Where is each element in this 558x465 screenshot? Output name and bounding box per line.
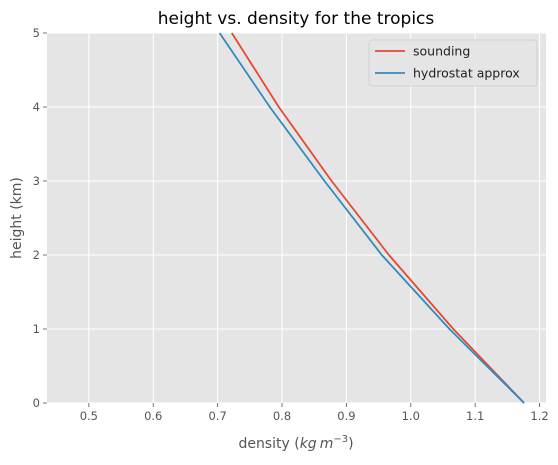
y-tick-label: 3 xyxy=(33,174,40,188)
y-tick-label: 0 xyxy=(33,396,40,410)
series-line-hydrostat-approx xyxy=(218,32,525,404)
y-tick-label: 4 xyxy=(33,100,40,114)
x-axis-label-pre: density ( xyxy=(238,436,299,452)
x-tick-label: 1.1 xyxy=(466,409,484,423)
y-axis-label: height (km) xyxy=(9,177,25,259)
series-layer xyxy=(218,32,525,404)
x-tick-label: 0.5 xyxy=(80,409,98,423)
x-tick-label: 1.2 xyxy=(530,409,548,423)
x-axis-label-m: m xyxy=(320,436,334,452)
legend-label-sounding: sounding xyxy=(413,44,470,59)
legend-box xyxy=(368,39,538,87)
ticks: 0.5 0.6 0.7 0.8 0.9 1.0 1.1 1.2 0 1 2 3 4 5 xyxy=(33,26,549,423)
y-tick-label: 5 xyxy=(33,26,40,40)
x-tick-label: 0.7 xyxy=(208,409,226,423)
y-tick-label: 1 xyxy=(33,322,40,336)
x-axis-label-post: ) xyxy=(348,436,353,452)
x-axis-label-kg: kg xyxy=(300,436,317,452)
series-line-sounding xyxy=(231,32,525,404)
x-axis-label: density (kg m−3) xyxy=(238,434,353,452)
y-tick-label: 2 xyxy=(33,248,40,262)
legend-label-hydrostat: hydrostat approx xyxy=(413,66,520,81)
x-axis-label-exp: −3 xyxy=(333,434,348,445)
chart-title: height vs. density for the tropics xyxy=(158,9,435,29)
x-tick-label: 0.6 xyxy=(144,409,162,423)
grid xyxy=(47,32,546,404)
x-tick-label: 1.0 xyxy=(402,409,420,423)
legend: sounding hydrostat approx xyxy=(368,39,538,87)
x-tick-label: 0.8 xyxy=(273,409,291,423)
x-tick-label: 0.9 xyxy=(337,409,355,423)
